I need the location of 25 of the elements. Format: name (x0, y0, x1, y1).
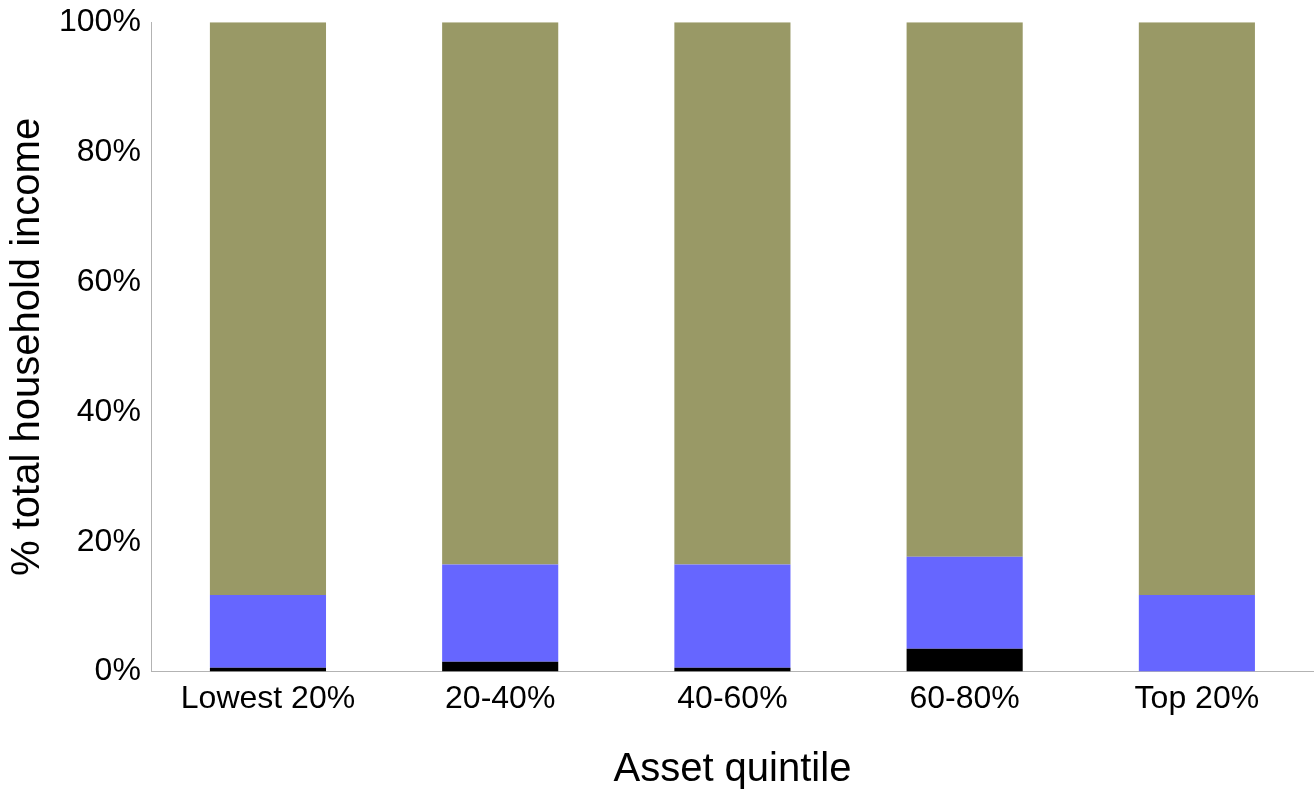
bar (906, 648, 1023, 672)
bar (1138, 594, 1255, 672)
bar (442, 22, 559, 565)
x-axis-title: Asset quintile (613, 745, 852, 790)
bar (906, 22, 1023, 557)
y-axis-title: % total household income (3, 117, 48, 576)
x-tick-label: Top 20% (1134, 678, 1260, 715)
y-tick-label: 40% (76, 391, 141, 428)
bar (442, 564, 559, 662)
y-tick-label: 20% (76, 521, 141, 558)
bar (209, 594, 327, 668)
y-tick-label: 0% (94, 651, 141, 688)
bar (1138, 22, 1255, 595)
x-tick-label: 60-80% (909, 678, 1020, 715)
y-tick-label: 100% (59, 2, 141, 39)
x-tick-label: 20-40% (445, 678, 556, 715)
bar (674, 564, 791, 668)
y-tick-label: 60% (76, 261, 141, 298)
bar (674, 22, 791, 565)
x-tick-label: Lowest 20% (180, 678, 356, 715)
bar (442, 661, 559, 672)
y-tick-label: 80% (76, 131, 141, 168)
x-tick-label: 40-60% (677, 678, 788, 715)
bar (209, 22, 327, 595)
bar (906, 556, 1023, 649)
